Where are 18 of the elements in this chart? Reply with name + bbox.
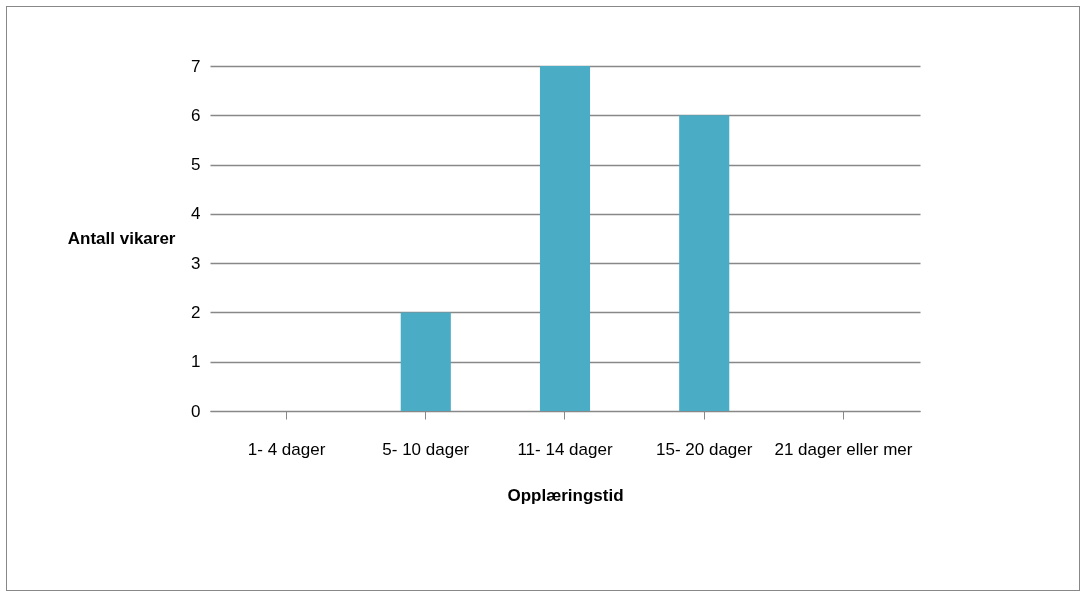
y-tick-label: 0 xyxy=(191,401,201,421)
y-axis-title: Antall vikarer xyxy=(67,228,176,248)
y-tick-label: 3 xyxy=(191,253,201,273)
y-tick-label: 6 xyxy=(191,105,201,125)
x-tick-label: 1- 4 dager xyxy=(247,439,326,459)
y-tick-label: 2 xyxy=(191,302,201,322)
y-tick-label: 1 xyxy=(191,352,201,372)
x-tick-label: 5- 10 dager xyxy=(382,439,470,459)
bar xyxy=(679,115,730,411)
x-axis-title: Opplæringstid xyxy=(507,485,624,505)
bar xyxy=(400,312,451,411)
y-tick-label: 7 xyxy=(191,56,201,76)
y-tick-label: 4 xyxy=(191,204,201,224)
bar xyxy=(539,66,591,411)
x-tick-label: 15- 20 dager xyxy=(656,439,753,459)
y-tick-label: 5 xyxy=(191,155,201,175)
x-tick-label: 11- 14 dager xyxy=(517,439,613,459)
x-tick-label: 21 dager eller mer xyxy=(774,439,913,459)
